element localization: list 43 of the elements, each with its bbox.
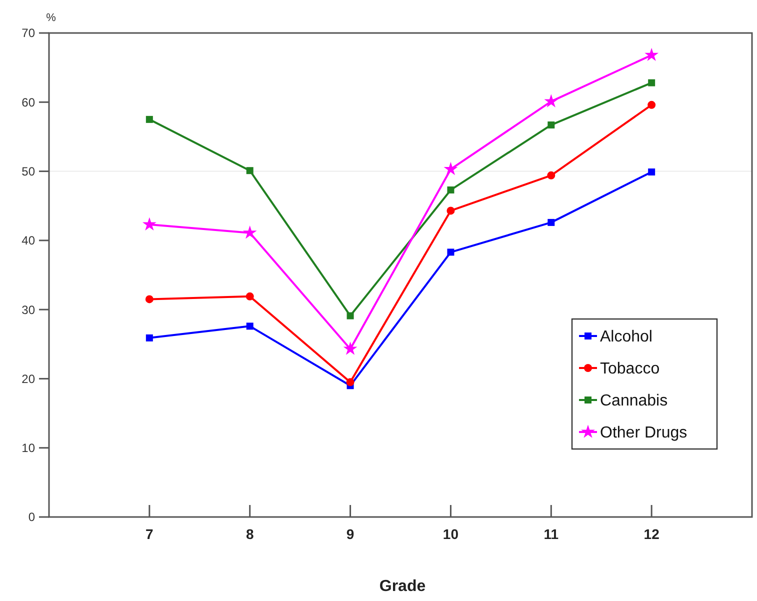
point (145, 295, 154, 304)
point (447, 248, 454, 256)
y-axis-title: % (46, 12, 56, 24)
y-tick-label: 30 (22, 302, 36, 317)
point (548, 121, 555, 128)
point (648, 79, 656, 86)
point (346, 312, 354, 320)
legend-label: Tobacco (600, 360, 660, 378)
x-tick-label: 8 (246, 526, 254, 542)
point (544, 94, 558, 108)
y-tick-label: 10 (22, 441, 36, 456)
point (346, 378, 354, 386)
y-tick-label: 70 (22, 26, 36, 40)
x-tick-label: 9 (346, 526, 354, 542)
point (142, 217, 156, 230)
x-tick-label: 7 (146, 526, 154, 542)
x-tick-label: 12 (644, 526, 660, 542)
point (146, 116, 153, 123)
legend-label: Alcohol (600, 328, 652, 346)
x-axis-title: Grade (379, 578, 426, 595)
point (242, 226, 257, 239)
point (547, 171, 556, 180)
point (446, 206, 455, 215)
y-tick-label: 0 (28, 510, 36, 524)
y-tick-label: 50 (22, 164, 36, 178)
legend-label: Cannabis (600, 392, 668, 410)
point (648, 168, 656, 176)
point (246, 322, 254, 330)
y-tick-label: 40 (22, 234, 36, 248)
x-tick-label: 11 (544, 526, 559, 542)
y-tick-label: 60 (22, 95, 36, 110)
point (648, 100, 656, 109)
y-tick-label: 20 (22, 372, 36, 386)
point (447, 186, 454, 194)
point (246, 292, 254, 300)
point (343, 342, 358, 355)
point (444, 162, 458, 176)
point (246, 167, 254, 174)
point (146, 334, 153, 342)
x-tick-label: 10 (442, 526, 459, 542)
point (644, 48, 659, 62)
point (548, 218, 555, 226)
legend-label: Other Drugs (600, 424, 688, 442)
